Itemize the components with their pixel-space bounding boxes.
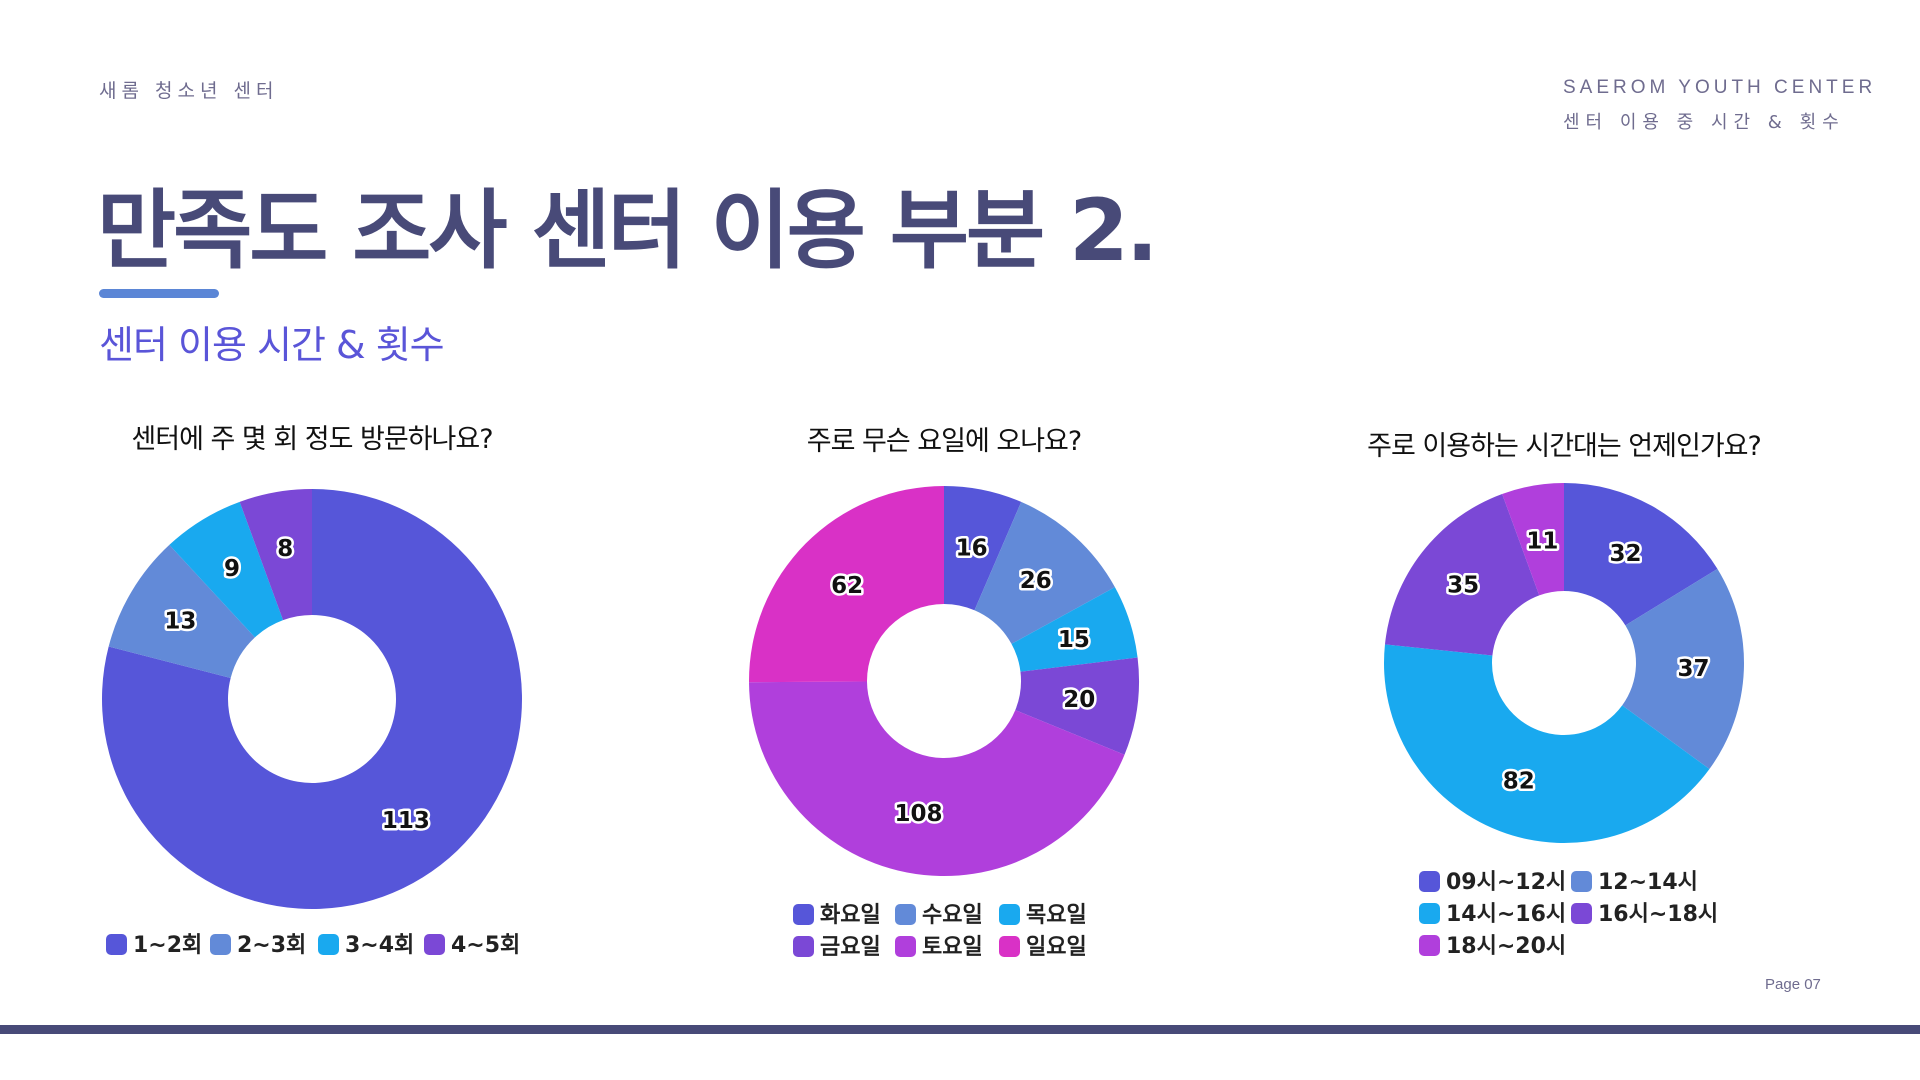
legend-label: 1~2회 <box>133 933 202 958</box>
slice-value-label: 11 <box>1526 529 1558 555</box>
legend-label: 16시~18시 <box>1598 902 1718 927</box>
legend-swatch <box>1419 903 1440 924</box>
slice-value-label: 9 <box>224 556 240 582</box>
legend-swatch <box>895 936 916 957</box>
footer-bar <box>0 1025 1920 1034</box>
legend-swatch <box>999 936 1020 957</box>
slice-value-label: 15 <box>1058 627 1090 653</box>
slice-value-label: 113 <box>382 808 430 834</box>
slice-value-label: 35 <box>1447 572 1479 598</box>
legend-label: 3~4회 <box>345 933 414 958</box>
donut-slice <box>1564 483 1718 626</box>
donut-slice <box>749 486 944 683</box>
slice-value-label: 16 <box>956 535 988 561</box>
legend-swatch <box>318 934 339 955</box>
donut-slice <box>101 489 523 909</box>
donut-slice <box>749 681 1125 877</box>
legend-label: 목요일 <box>1026 903 1087 928</box>
page-title: 만족도 조사 센터 이용 부분 2. <box>97 181 1159 281</box>
page-number: Page 07 <box>1765 976 1821 993</box>
legend-swatch <box>793 936 814 957</box>
legend-swatch <box>1571 871 1592 892</box>
donut-slice <box>1502 483 1564 596</box>
legend-swatch <box>424 934 445 955</box>
legend-label: 일요일 <box>1026 935 1087 960</box>
legend-label: 09시~12시 <box>1446 870 1566 895</box>
donut-slice <box>974 501 1115 644</box>
legend-label: 2~3회 <box>237 933 306 958</box>
legend-swatch <box>793 904 814 925</box>
slice-value-label: 13 <box>164 608 196 634</box>
slice-value-label: 37 <box>1677 656 1709 682</box>
donut-slice <box>1622 568 1744 770</box>
chart-title: 주로 무슨 요일에 오나요? <box>807 426 1081 457</box>
donut-slice <box>108 544 255 679</box>
legend-swatch <box>1419 871 1440 892</box>
legend-label: 18시~20시 <box>1446 934 1566 959</box>
chart-title: 센터에 주 몇 회 정도 방문하나요? <box>131 424 492 455</box>
donut-chart-1: 센터에 주 몇 회 정도 방문하나요? 113 13 9 8 1~2회 2~3회 3~4회 4~… <box>101 424 523 958</box>
section-label: 센터 이용 중 시간 & 횟수 <box>1563 112 1845 133</box>
chart-legend: 1~2회 2~3회 3~4회 4~5회 <box>106 933 520 958</box>
org-name-ko: 새롬 청소년 센터 <box>99 80 279 102</box>
legend-label: 금요일 <box>820 935 881 960</box>
slice-value-label: 82 <box>1503 769 1535 795</box>
title-underline <box>99 289 219 298</box>
legend-swatch <box>106 934 127 955</box>
legend-label: 화요일 <box>820 903 881 928</box>
slice-value-label: 26 <box>1020 568 1052 594</box>
donut-slice <box>944 486 1022 611</box>
slice-value-label: 8 <box>277 536 293 562</box>
legend-label: 14시~16시 <box>1446 902 1566 927</box>
org-name-en: SAEROM YOUTH CENTER <box>1563 77 1877 98</box>
slice-value-label: 20 <box>1063 687 1095 713</box>
legend-swatch <box>999 904 1020 925</box>
legend-label: 수요일 <box>922 903 983 928</box>
legend-label: 12~14시 <box>1598 870 1698 895</box>
page-subtitle: 센터 이용 시간 & 횟수 <box>99 323 445 367</box>
legend-swatch <box>895 904 916 925</box>
chart-legend: 09시~12시 12~14시 14시~16시 16시~18시 18시~20시 <box>1419 870 1718 959</box>
donut-chart-3: 주로 이용하는 시간대는 언제인가요? 32 37 82 35 11 09시~12시 12~1… <box>1367 431 1762 959</box>
donut-slice <box>169 501 284 638</box>
slice-value-label: 108 <box>894 801 942 827</box>
legend-label: 토요일 <box>922 935 983 960</box>
donut-slice <box>1384 644 1710 843</box>
donut-slice <box>1011 587 1138 672</box>
legend-swatch <box>1571 903 1592 924</box>
donut-slice <box>1015 657 1139 755</box>
slice-value-label: 32 <box>1610 541 1642 567</box>
donut-slice <box>239 489 312 621</box>
donut-slice <box>1384 493 1540 656</box>
chart-title: 주로 이용하는 시간대는 언제인가요? <box>1367 431 1761 462</box>
legend-swatch <box>1419 935 1440 956</box>
legend-swatch <box>210 934 231 955</box>
slice-value-label: 62 <box>831 573 863 599</box>
legend-label: 4~5회 <box>451 933 520 958</box>
